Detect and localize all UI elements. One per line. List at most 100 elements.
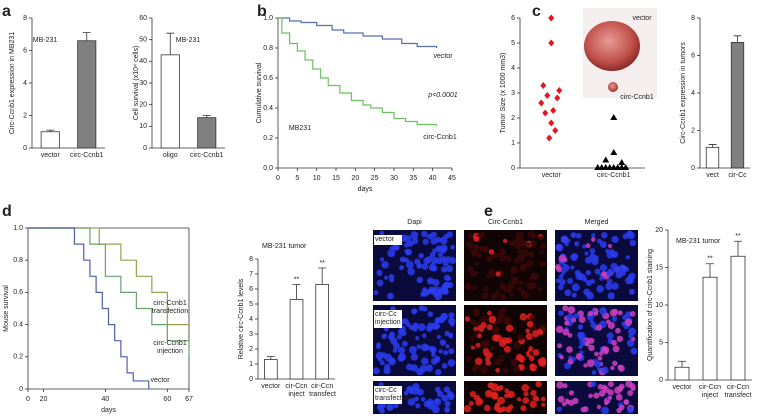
cell (488, 391, 493, 396)
cell (422, 333, 427, 339)
cell (441, 266, 448, 273)
bar (730, 255, 746, 381)
y-axis-label: Tumor Size (x 1000 mm3) (500, 53, 507, 134)
panel-label: d (2, 203, 12, 220)
cell (532, 395, 539, 401)
significance-label: ** (294, 276, 300, 283)
cell (539, 249, 544, 254)
cell (521, 290, 528, 298)
survival-line (28, 227, 190, 357)
cell (596, 404, 602, 410)
panel-label: a (2, 3, 11, 20)
annotation: MB-231 (33, 37, 58, 44)
cell (514, 258, 520, 264)
cell (435, 369, 442, 376)
cell (608, 395, 613, 400)
bar (160, 54, 180, 149)
series-label: circ-Ccnb1 injection (153, 340, 187, 355)
cell (465, 356, 472, 362)
y-tick-label: 10 (139, 123, 147, 130)
cell (611, 316, 618, 322)
cell (384, 353, 393, 362)
cell (495, 367, 500, 373)
x-tick-label: 15 (332, 175, 340, 182)
cell (488, 249, 495, 255)
cell (425, 364, 434, 372)
cell (566, 346, 573, 353)
cell (529, 314, 536, 322)
cell (567, 399, 575, 406)
cell (450, 245, 455, 250)
cell (601, 271, 607, 277)
x-tick-label: 20 (351, 175, 359, 182)
cell (446, 391, 454, 398)
cell (416, 276, 423, 284)
cell (501, 307, 507, 314)
cell (415, 403, 421, 409)
column-header: Dapi (407, 219, 422, 226)
scatter-point (610, 149, 618, 155)
cell (596, 285, 605, 293)
cell (611, 235, 619, 244)
cell (579, 273, 587, 281)
cell (607, 381, 614, 388)
cell (388, 273, 395, 280)
y-tick-label: 20 (655, 227, 663, 234)
cell (606, 278, 613, 285)
y-tick-label: 0 (249, 376, 253, 383)
cell (525, 328, 531, 334)
scatter-point (602, 156, 610, 163)
x-tick-label: vect (706, 172, 719, 179)
cell (379, 257, 385, 262)
cell (575, 353, 583, 360)
cell (520, 405, 527, 412)
cell (626, 406, 634, 414)
bar (289, 299, 304, 380)
cell (499, 408, 505, 413)
cell (506, 256, 512, 263)
cell (414, 258, 421, 265)
cell (529, 400, 537, 409)
cell (599, 276, 604, 281)
cell (498, 354, 505, 362)
cell (434, 292, 443, 301)
cell (515, 237, 521, 243)
cell (594, 360, 602, 368)
cell (502, 367, 509, 374)
cell (430, 231, 437, 238)
column-header: Merged (585, 219, 609, 226)
scatter-point (540, 82, 547, 89)
cell (519, 313, 528, 321)
bar (730, 41, 745, 169)
chart-title: MB-231 tumor (676, 238, 721, 245)
cell (410, 353, 419, 361)
cell (468, 246, 473, 251)
cell (530, 389, 537, 397)
y-tick-label: 10 (655, 302, 663, 309)
cell (491, 334, 499, 342)
cell (410, 231, 419, 239)
cell (571, 253, 579, 260)
cell (612, 345, 620, 353)
cell (589, 253, 596, 260)
scatter-point (618, 159, 626, 165)
cell (516, 397, 522, 402)
x-tick-label: 67 (185, 396, 193, 403)
cell (470, 345, 475, 350)
error-bar (82, 32, 91, 41)
row-label: vector (374, 235, 402, 245)
bar (40, 131, 60, 149)
cell (447, 317, 456, 325)
cell (605, 282, 613, 291)
y-axis-label: Circ-Ccnb1 expression in tumors (680, 42, 687, 144)
cell (590, 381, 597, 387)
cell (574, 241, 580, 247)
cell (479, 340, 488, 349)
chart-title: MB-231 tumor (262, 243, 307, 250)
cell (521, 383, 530, 392)
cell (487, 382, 494, 389)
cell (397, 328, 404, 335)
cell (578, 316, 586, 324)
cell (497, 316, 504, 323)
